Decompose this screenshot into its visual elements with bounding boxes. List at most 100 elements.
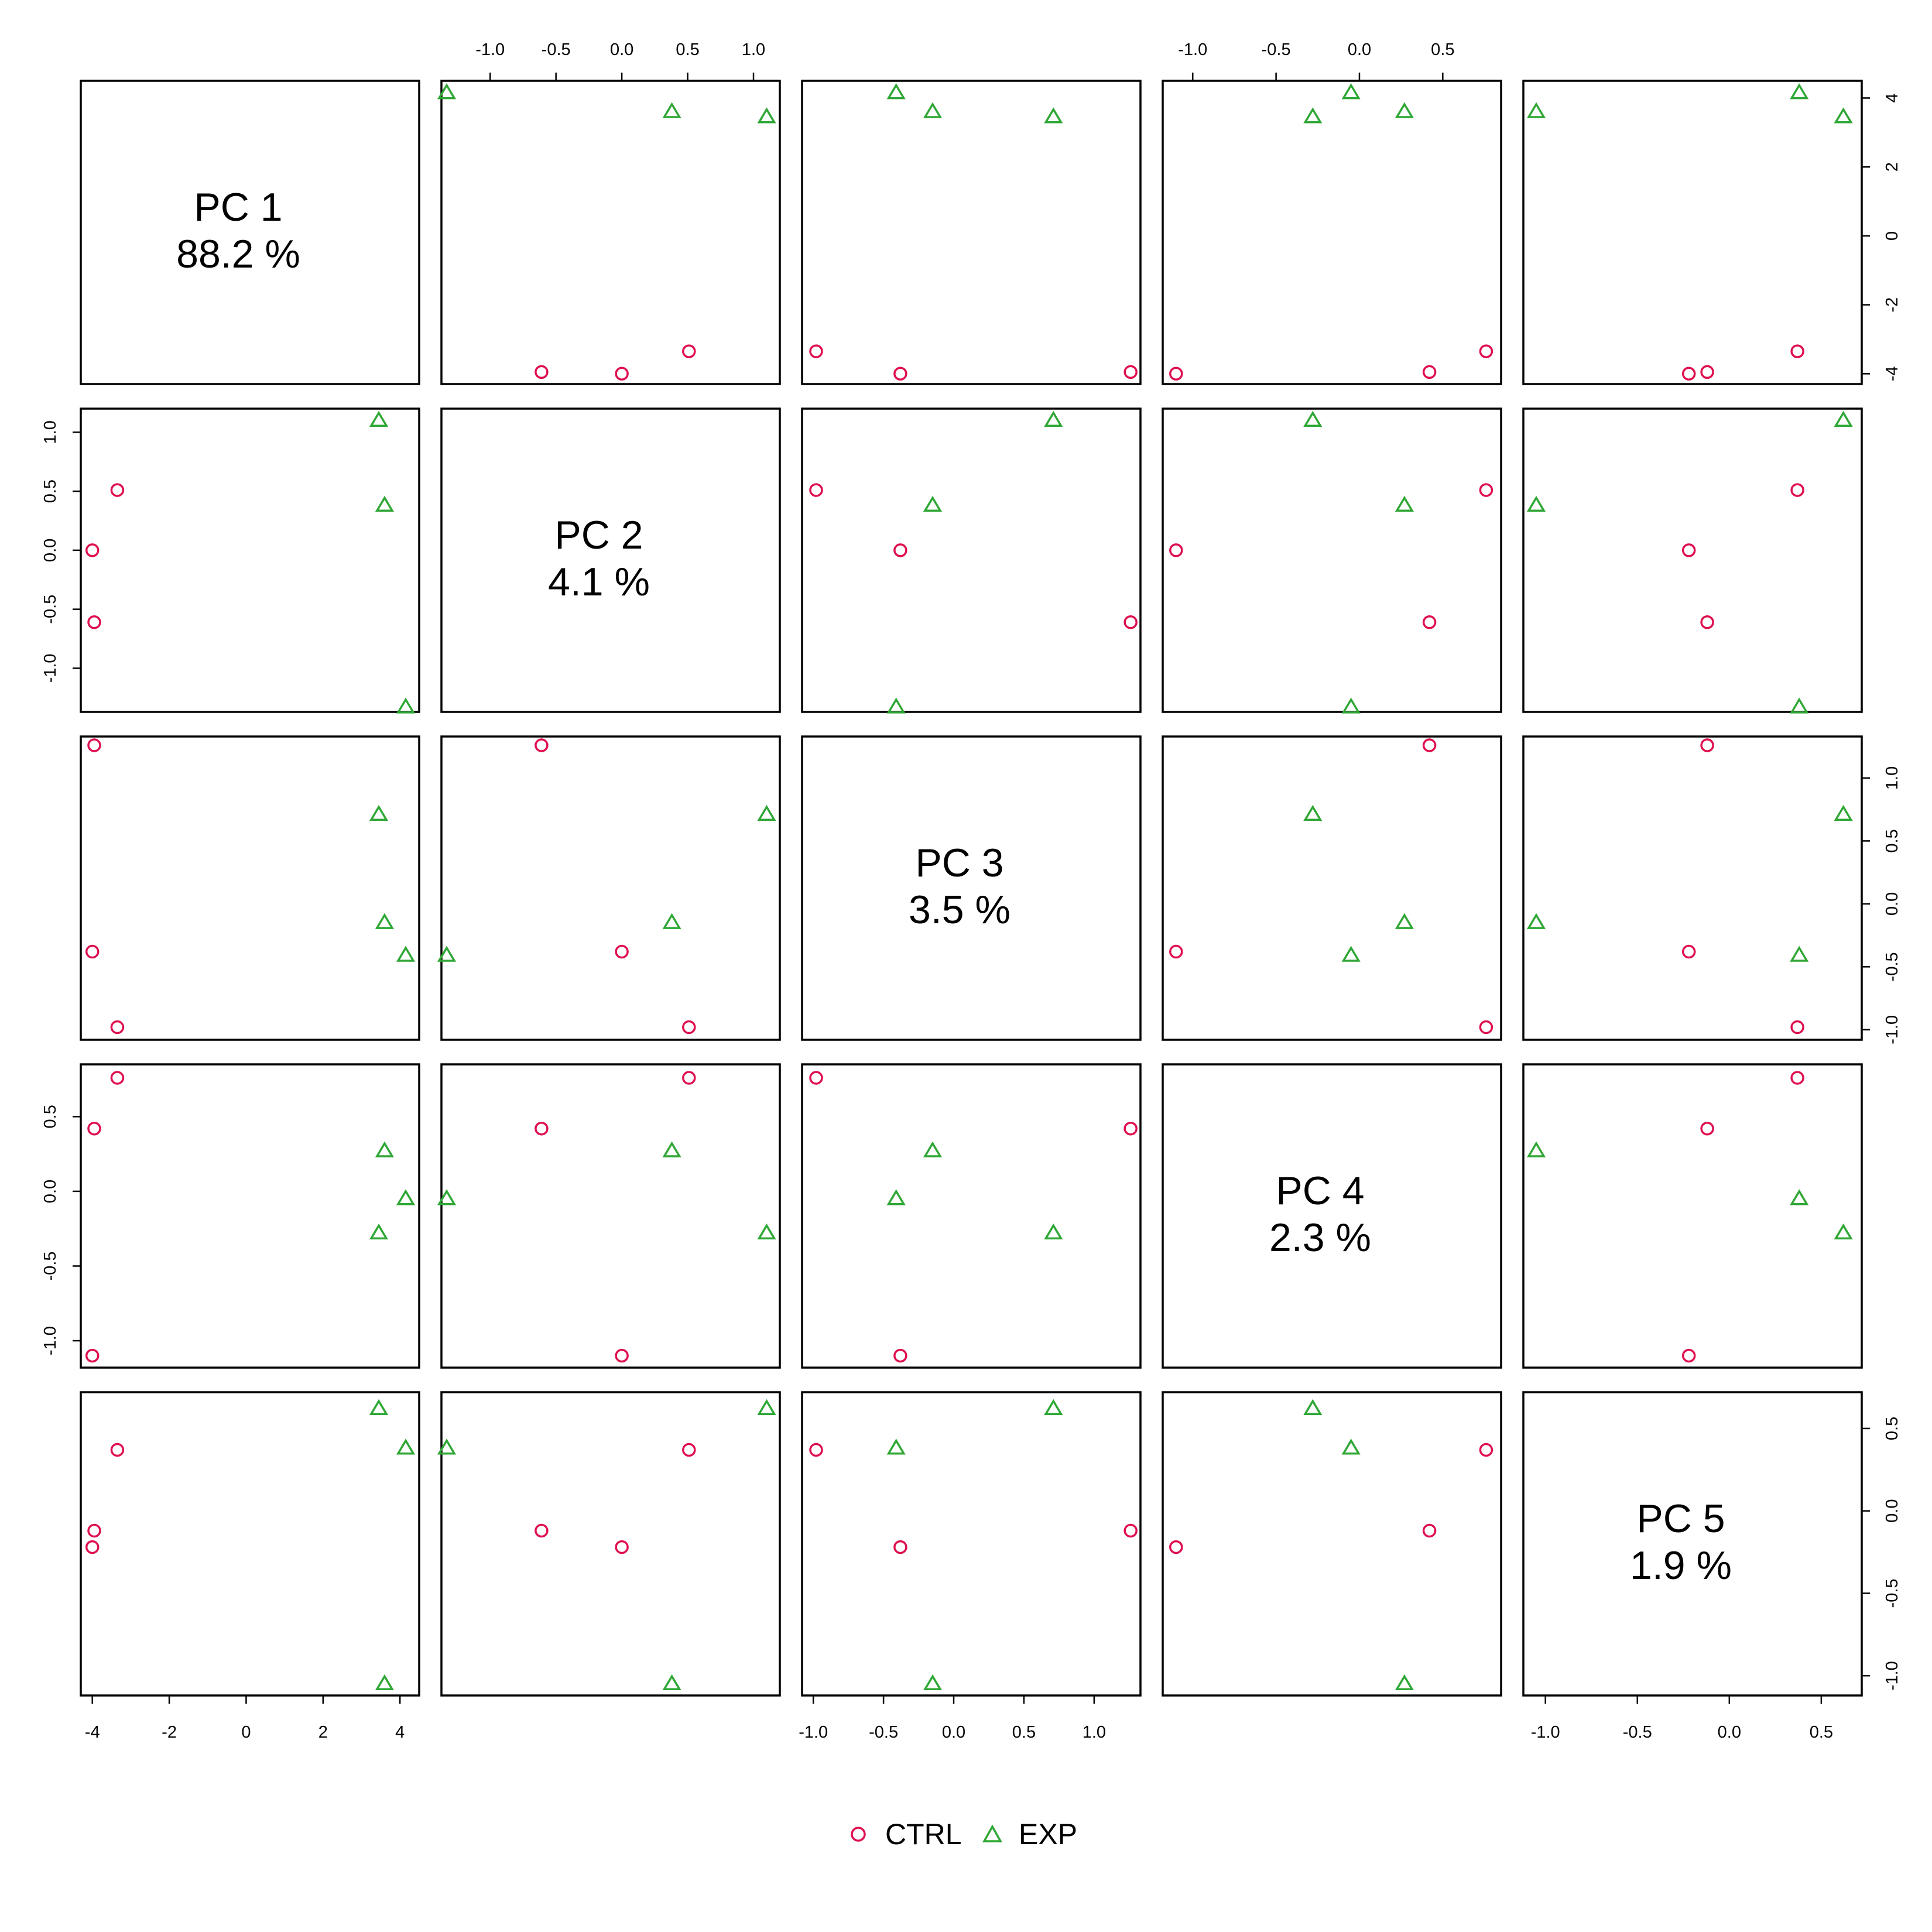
ctrl-point-2 bbox=[1123, 1121, 1138, 1136]
ctrl-point-2 bbox=[1700, 365, 1714, 379]
diag-label-pct: 4.1 % bbox=[548, 560, 650, 604]
tick-label: 0.5 bbox=[1810, 1723, 1833, 1742]
tick-label: -0.5 bbox=[41, 595, 60, 624]
tick-label: 0.5 bbox=[676, 40, 699, 59]
panel-frame bbox=[80, 407, 420, 713]
ctrl-point-1 bbox=[1479, 344, 1493, 358]
ctrl-point-1 bbox=[1479, 1443, 1493, 1457]
panel-r3-c3: PC 3 3.5 % bbox=[801, 735, 1142, 1041]
y-axis-left-row2: -1.0 -0.5 0.0 0.5 1.0 bbox=[41, 420, 82, 683]
ctrl-point-3 bbox=[893, 1348, 907, 1363]
tick-label: -1.0 bbox=[41, 653, 60, 683]
tick-label: -4 bbox=[85, 1723, 100, 1742]
tick-label: 0.0 bbox=[41, 1180, 60, 1203]
ctrl-point-3 bbox=[893, 366, 907, 381]
ctrl-point-1 bbox=[1790, 344, 1804, 358]
tick-label: 0.0 bbox=[610, 40, 633, 59]
ctrl-point-3 bbox=[615, 1348, 629, 1363]
legend: CTRL EXP bbox=[851, 1818, 1077, 1851]
panel-r3-c1 bbox=[80, 735, 420, 1041]
exp-point-3 bbox=[757, 1399, 776, 1415]
exp-point-2 bbox=[1395, 1674, 1414, 1691]
tick-label: -4 bbox=[1883, 366, 1902, 381]
tick-label: -1.0 bbox=[1178, 40, 1207, 59]
exp-point-1 bbox=[1790, 697, 1809, 714]
ctrl-point-2 bbox=[1123, 615, 1138, 629]
tick-label: 0.0 bbox=[41, 539, 60, 562]
panel-frame bbox=[1162, 80, 1502, 385]
ctrl-point-2 bbox=[535, 738, 549, 752]
ctrl-point-3 bbox=[85, 1348, 100, 1363]
ctrl-point-2 bbox=[87, 1121, 101, 1136]
exp-point-1 bbox=[886, 1189, 906, 1205]
ctrl-point-3 bbox=[615, 944, 629, 959]
tick-label: -0.5 bbox=[1883, 952, 1902, 981]
exp-point-3 bbox=[757, 804, 776, 821]
ctrl-point-1 bbox=[1790, 1020, 1804, 1034]
exp-point-1 bbox=[1790, 83, 1809, 100]
exp-point-1 bbox=[1341, 946, 1361, 962]
panel-frame bbox=[80, 1391, 420, 1697]
exp-point-3 bbox=[1834, 804, 1853, 821]
y-axis-right-row1: -4 -2 0 2 4 bbox=[1861, 93, 1902, 381]
tick-label: -2 bbox=[1883, 297, 1902, 313]
tick-label: 0.0 bbox=[1718, 1723, 1741, 1742]
panel-r5-c4 bbox=[1162, 1391, 1502, 1697]
ctrl-point-1 bbox=[682, 1071, 696, 1085]
exp-point-2 bbox=[662, 913, 681, 929]
ctrl-point-1 bbox=[110, 1020, 125, 1034]
exp-point-2 bbox=[375, 495, 394, 512]
y-axis-right-row5: -1.0 -0.5 0.0 0.5 bbox=[1861, 1417, 1902, 1690]
exp-point-2 bbox=[923, 102, 943, 118]
exp-point-3 bbox=[757, 107, 776, 124]
exp-point-1 bbox=[437, 1189, 457, 1205]
panel-frame bbox=[1522, 735, 1863, 1041]
exp-point-3 bbox=[1834, 107, 1853, 124]
ctrl-point-2 bbox=[1422, 615, 1437, 629]
exp-point-1 bbox=[1790, 946, 1809, 962]
exp-point-3 bbox=[1834, 1223, 1853, 1240]
exp-point-1 bbox=[886, 83, 906, 100]
exp-point-1 bbox=[396, 1438, 416, 1455]
panel-frame bbox=[1162, 735, 1502, 1041]
panel-grid: PC 1 88.2 %PC 2 4.1 %PC 3 3.5 %PC 4 2.3 … bbox=[80, 80, 1863, 1697]
panel-r3-c4 bbox=[1162, 735, 1502, 1041]
ctrl-point-3 bbox=[1169, 366, 1183, 381]
ctrl-point-2 bbox=[535, 1121, 549, 1136]
exp-point-2 bbox=[1526, 495, 1546, 512]
panel-frame bbox=[1162, 1391, 1502, 1697]
ctrl-point-2 bbox=[1700, 1121, 1714, 1136]
ctrl-point-1 bbox=[682, 1443, 696, 1457]
panel-frame bbox=[801, 80, 1142, 385]
panel-frame bbox=[440, 80, 781, 385]
exp-point-3 bbox=[1044, 1223, 1063, 1240]
ctrl-point-1 bbox=[809, 1071, 823, 1085]
tick-label: 0.5 bbox=[41, 1105, 60, 1128]
exp-point-2 bbox=[923, 1141, 943, 1157]
exp-point-2 bbox=[375, 1141, 394, 1157]
ctrl-point-1 bbox=[809, 344, 823, 358]
panel-r4-c2 bbox=[437, 1063, 781, 1369]
exp-point-1 bbox=[1341, 1438, 1361, 1455]
x-axis-bottom-col5: -1.0 -0.5 0.0 0.5 bbox=[1531, 1694, 1833, 1742]
ctrl-point-1 bbox=[682, 344, 696, 358]
exp-point-3 bbox=[369, 1223, 389, 1240]
panel-r3-c5 bbox=[1522, 735, 1863, 1041]
exp-point-2 bbox=[1395, 495, 1414, 512]
tick-label: 4 bbox=[1883, 93, 1902, 102]
tick-label: -1.0 bbox=[1883, 1661, 1902, 1690]
diag-label-pct: 3.5 % bbox=[909, 888, 1010, 932]
panel-r5-c2 bbox=[437, 1391, 781, 1697]
ctrl-point-1 bbox=[1479, 1020, 1493, 1034]
panel-r4-c3 bbox=[801, 1063, 1142, 1369]
ctrl-point-1 bbox=[110, 483, 125, 497]
ctrl-point-1 bbox=[682, 1020, 696, 1034]
panel-frame bbox=[440, 1391, 781, 1697]
panel-r2-c1 bbox=[80, 407, 420, 714]
legend-ctrl-label: CTRL bbox=[885, 1818, 962, 1851]
tick-label: 4 bbox=[395, 1723, 405, 1742]
panel-r1-c4 bbox=[1162, 80, 1502, 385]
diag-label-name: PC 2 bbox=[554, 513, 643, 557]
panel-frame bbox=[440, 407, 781, 713]
